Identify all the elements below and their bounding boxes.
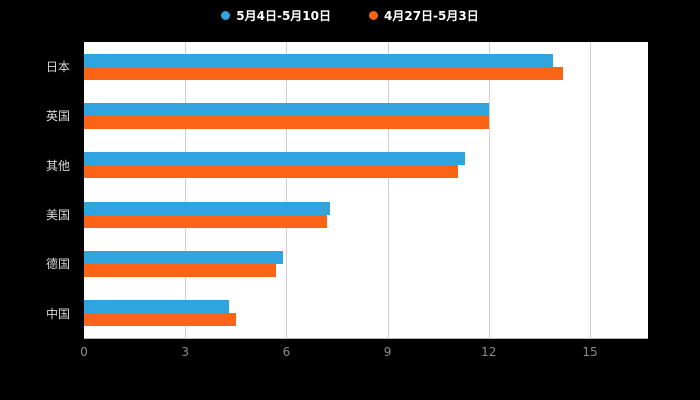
legend: 5月4日-5月10日 4月27日-5月3日 bbox=[0, 7, 700, 24]
category-label: 日本 bbox=[45, 60, 70, 75]
x-tick-label: 0 bbox=[80, 345, 88, 359]
value-axis: 0 3 6 9 12 15 bbox=[80, 345, 648, 361]
bar-series2 bbox=[84, 214, 327, 228]
category-label: 美国 bbox=[45, 208, 70, 223]
plot-area bbox=[84, 42, 648, 339]
bar-row bbox=[84, 239, 648, 288]
bar-row bbox=[84, 289, 648, 338]
bar-series2 bbox=[84, 263, 277, 277]
gridline bbox=[286, 42, 288, 338]
x-tick-label: 15 bbox=[582, 345, 598, 359]
category-label: 德国 bbox=[45, 257, 70, 272]
bar-series1 bbox=[84, 102, 489, 116]
x-tick-label: 6 bbox=[282, 345, 291, 359]
legend-marker-series1-icon bbox=[221, 11, 231, 20]
category-label: 中国 bbox=[45, 306, 70, 321]
bar-series1 bbox=[84, 300, 230, 314]
category-label: 英国 bbox=[45, 109, 70, 124]
gridline bbox=[387, 42, 389, 338]
legend-label-series2: 4月27日-5月3日 bbox=[384, 9, 479, 23]
bar-series2 bbox=[84, 115, 489, 129]
gridline bbox=[488, 42, 490, 338]
legend-marker-series2-icon bbox=[369, 11, 378, 20]
bar-series1 bbox=[84, 201, 331, 215]
bar-row bbox=[84, 91, 648, 140]
category-label: 其他 bbox=[45, 158, 70, 173]
bar-rows bbox=[84, 42, 648, 338]
x-tick-label: 9 bbox=[383, 345, 392, 359]
x-tick-label: 12 bbox=[481, 345, 497, 359]
category-axis: 日本英国其他美国德国中国 bbox=[0, 42, 78, 338]
bar-series1 bbox=[84, 250, 284, 264]
bar-series2 bbox=[84, 313, 236, 327]
gridline bbox=[185, 42, 187, 338]
bar-row bbox=[84, 42, 648, 91]
bar-series2 bbox=[84, 165, 459, 179]
bar-series2 bbox=[84, 66, 563, 80]
legend-item-series2[interactable]: 4月27日-5月3日 bbox=[369, 7, 479, 24]
bar-series1 bbox=[84, 53, 553, 67]
x-tick-label: 3 bbox=[181, 345, 190, 359]
bar-row bbox=[84, 141, 648, 190]
gridline bbox=[590, 42, 591, 338]
legend-item-series1[interactable]: 5月4日-5月10日 bbox=[221, 7, 331, 24]
legend-label-series1: 5月4日-5月10日 bbox=[236, 9, 331, 23]
bar-row bbox=[84, 190, 648, 239]
bar-series1 bbox=[84, 152, 466, 166]
